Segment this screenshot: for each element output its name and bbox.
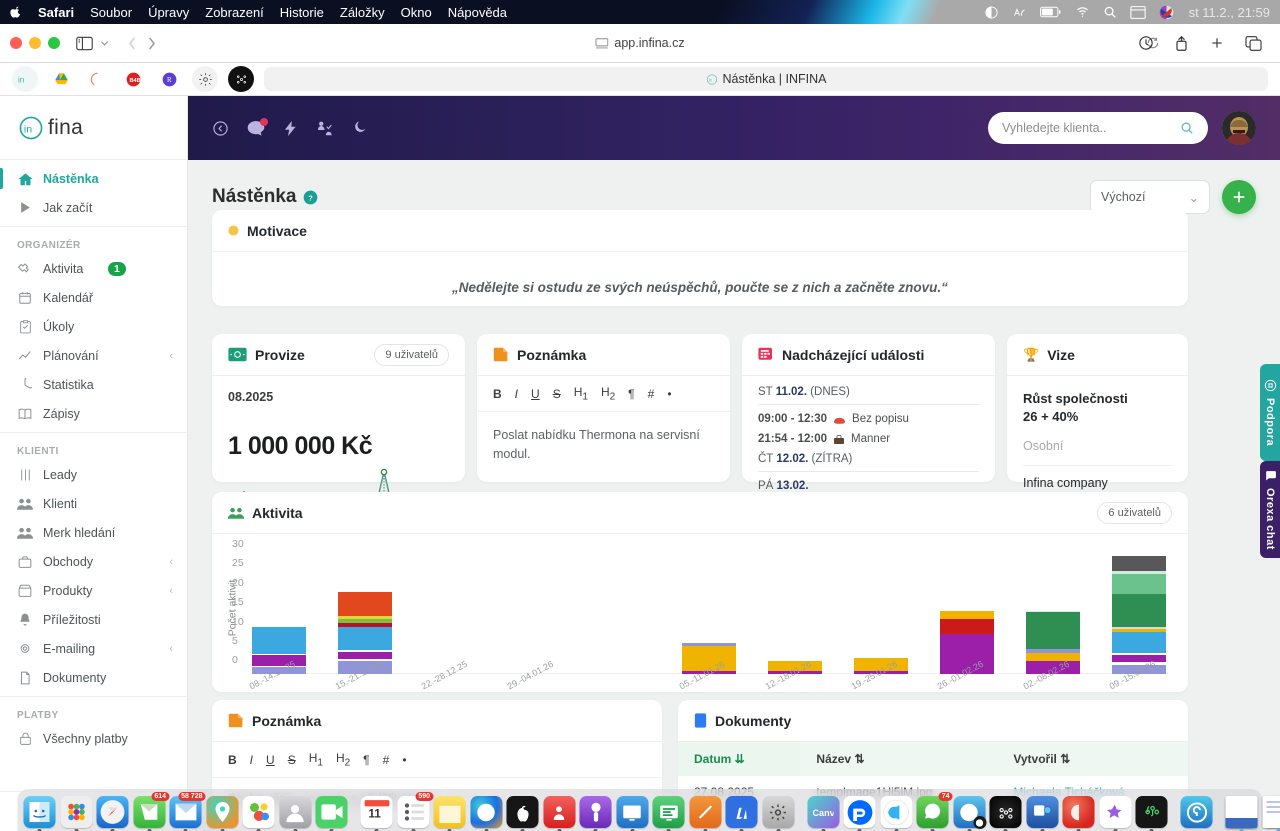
svg-text:in: in: [24, 123, 32, 135]
svg-text:in: in: [708, 77, 712, 82]
svg-text:Canva: Canva: [813, 808, 834, 818]
svg-text:in: in: [18, 75, 24, 84]
svg-text:?: ?: [308, 193, 313, 202]
svg-text:R: R: [167, 77, 172, 84]
svg-text:11: 11: [368, 806, 381, 820]
svg-text:B4B: B4B: [129, 78, 140, 84]
